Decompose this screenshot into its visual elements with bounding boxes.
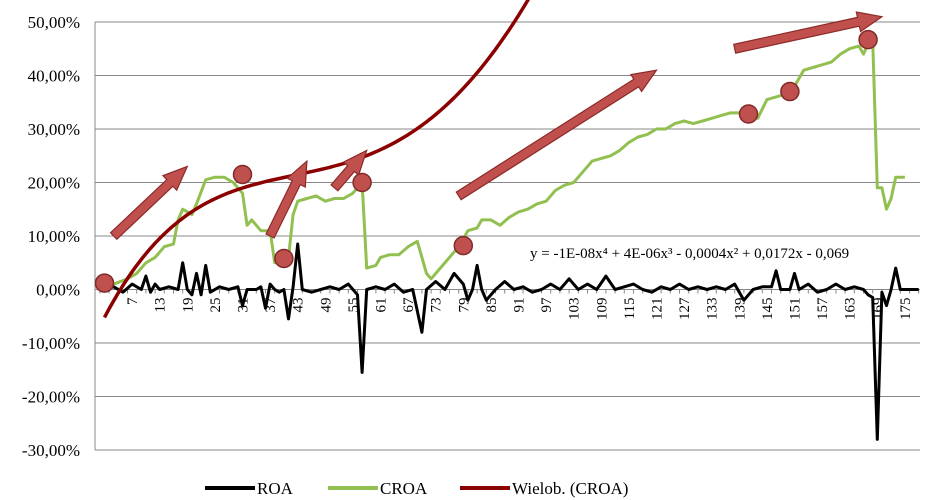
- highlight-marker: [274, 248, 294, 269]
- y-tick-label: -20,00%: [22, 388, 80, 407]
- highlight-marker: [453, 235, 474, 256]
- x-tick-label: 133: [705, 298, 721, 321]
- highlight-marker: [738, 104, 759, 124]
- legend-label: Wielob. (CROA): [512, 479, 628, 498]
- legend-label: CROA: [380, 479, 428, 498]
- highlight-marker: [232, 164, 253, 185]
- x-tick-label: 85: [484, 298, 500, 313]
- y-tick-label: 40,00%: [28, 67, 80, 86]
- x-tick-label: 43: [291, 298, 307, 313]
- highlight-marker: [780, 81, 800, 102]
- x-tick-label: 139: [732, 298, 748, 321]
- series-line-roa: [104, 242, 919, 441]
- x-axis: [95, 289, 920, 294]
- x-tick-label: 19: [180, 298, 196, 313]
- x-tick-label: 157: [815, 297, 831, 320]
- x-tick-label: 121: [650, 298, 666, 321]
- y-tick-label: 30,00%: [28, 120, 80, 139]
- series-lines: [102, 0, 919, 441]
- x-tick-label: 97: [539, 297, 555, 313]
- trend-arrow: [733, 11, 884, 54]
- highlight-marker: [858, 29, 878, 50]
- legend: ROA CROA Wielob. (CROA): [205, 479, 628, 498]
- x-tick-label: 49: [318, 298, 334, 313]
- trend-arrow: [265, 159, 308, 239]
- y-tick-label: 50,00%: [28, 13, 80, 32]
- x-tick-label: 13: [153, 298, 169, 313]
- x-tick-label: 163: [843, 298, 859, 321]
- trend-arrow: [109, 165, 189, 241]
- x-tick-label: 73: [429, 298, 445, 313]
- y-tick-label: -30,00%: [22, 441, 80, 460]
- legend-label: ROA: [257, 479, 294, 498]
- x-tick-label: 79: [456, 298, 472, 313]
- x-tick-label: 91: [512, 298, 528, 313]
- x-tick-label: 103: [567, 298, 583, 321]
- trendline-equation: y = -1E-08x⁴ + 4E-06x³ - 0,0004x² + 0,01…: [530, 246, 849, 262]
- y-tick-label: -10,00%: [22, 334, 80, 353]
- highlight-marker: [352, 172, 372, 193]
- y-tick-label: 0,00%: [36, 281, 80, 300]
- y-tick-label: 20,00%: [28, 174, 80, 193]
- x-tick-label: 151: [788, 298, 804, 321]
- y-axis-ticks: 50,00% 40,00% 30,00% 20,00% 10,00% 0,00% -10,0…: [22, 13, 80, 460]
- x-tick-label: 61: [374, 298, 390, 313]
- x-tick-label: 67: [401, 297, 417, 313]
- x-tick-label: 25: [208, 298, 224, 313]
- x-tick-label: 115: [622, 298, 638, 320]
- trend-arrow: [455, 69, 658, 201]
- y-tick-label: 10,00%: [28, 227, 80, 246]
- x-tick-label: 145: [760, 298, 776, 321]
- x-tick-label: 127: [677, 297, 693, 320]
- x-tick-label: 109: [594, 298, 610, 321]
- series-line-polynomial-trend: [102, 0, 530, 319]
- trend-arrow: [330, 149, 368, 192]
- highlight-marker: [94, 273, 115, 293]
- trend-arrows: [109, 11, 884, 241]
- x-tick-label: 175: [898, 298, 914, 321]
- highlight-markers: [94, 29, 878, 293]
- x-tick-label: 7: [125, 297, 141, 305]
- x-axis-ticks: 7 13 19 25 31 37 43 49 55 61 67 73 79 85 91 97 103 109 115…: [125, 297, 914, 320]
